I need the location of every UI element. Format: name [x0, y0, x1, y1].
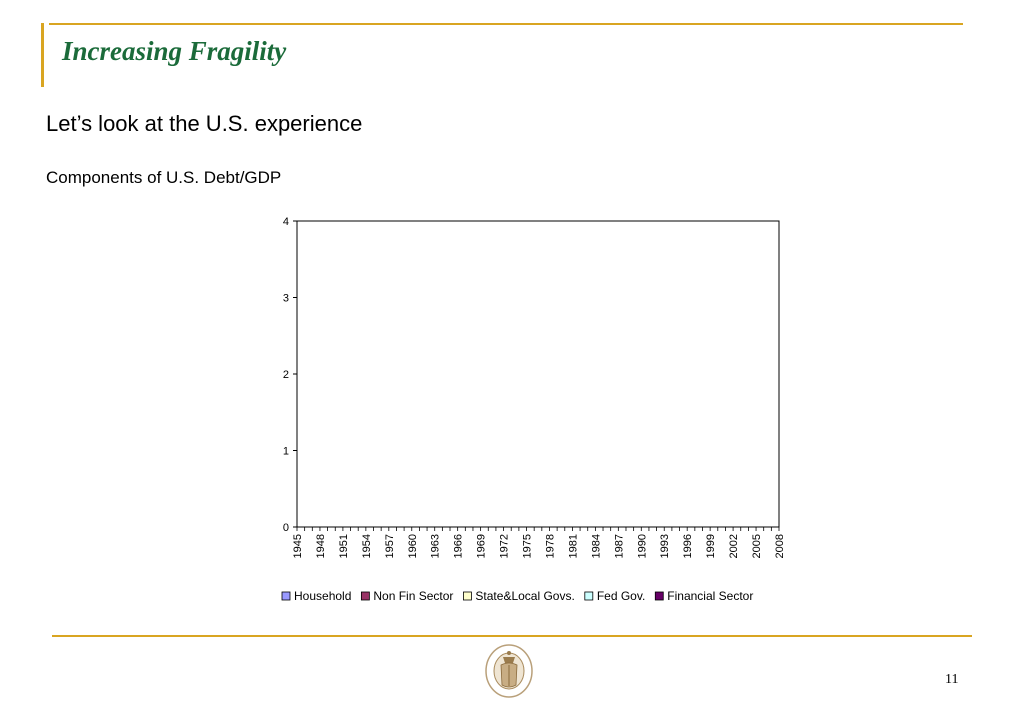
- x-tick-label: 1960: [407, 534, 419, 558]
- y-tick-label: 0: [283, 522, 289, 534]
- x-tick-label: 2005: [751, 534, 763, 558]
- x-tick-label: 2008: [774, 534, 786, 558]
- chart-axes: 0 1 2 3 4 1945 1948 1951 1954 1957 1960 1963 1966 196…: [283, 216, 786, 558]
- bottom-rule: [52, 635, 972, 637]
- slide-subtitle: Let’s look at the U.S. experience: [46, 111, 363, 136]
- x-tick-label: 1990: [636, 534, 648, 558]
- legend-label-state-local-govs: State&Local Govs.: [475, 589, 574, 603]
- legend-label-household: Household: [294, 589, 351, 603]
- x-tick-label: 1963: [430, 534, 442, 558]
- chart-legend: Household Non Fin Sector State&Local Govs.…: [281, 589, 753, 603]
- x-tick-label: 1972: [499, 534, 511, 558]
- plot-area-frame: [296, 220, 780, 528]
- x-tick-label: 1969: [476, 534, 488, 558]
- legend-label-non-fin-sector: Non Fin Sector: [373, 589, 453, 603]
- x-tick-label: 1951: [338, 534, 350, 558]
- y-tick-label: 3: [283, 293, 289, 305]
- x-tick-label: 1957: [384, 534, 396, 558]
- x-tick-label: 1993: [659, 534, 671, 558]
- x-tick-label: 1948: [315, 534, 327, 558]
- x-tick-label: 1954: [361, 534, 373, 558]
- page-number: 11: [945, 672, 959, 687]
- chart-title: Components of U.S. Debt/GDP: [46, 168, 282, 187]
- legend-label-financial-sector: Financial Sector: [667, 589, 753, 603]
- legend-label-fed-gov: Fed Gov.: [597, 589, 645, 603]
- x-tick-label: 2002: [728, 534, 740, 558]
- x-tick-label: 1987: [613, 534, 625, 558]
- legend-swatch-household: [281, 591, 291, 601]
- x-tick-label: 1966: [453, 534, 465, 558]
- x-tick-label: 1984: [590, 534, 602, 558]
- x-tick-label: 1981: [567, 534, 579, 558]
- legend-swatch-non-fin-sector: [360, 591, 370, 601]
- legend-swatch-fed-gov: [584, 591, 594, 601]
- x-tick-label: 1978: [545, 534, 557, 558]
- legend-swatch-financial-sector: [654, 591, 664, 601]
- legend-swatch-state-local-govs: [463, 591, 472, 601]
- x-tick-label: 1999: [705, 534, 717, 558]
- slide-title: Increasing Fragility: [62, 36, 287, 66]
- university-seal-logo: [485, 644, 533, 698]
- title-accent-bar: [41, 23, 44, 87]
- y-tick-label: 2: [283, 369, 289, 381]
- y-tick-label: 1: [283, 446, 289, 458]
- x-tick-label: 1996: [682, 534, 694, 558]
- top-rule: [49, 23, 963, 25]
- x-tick-label: 1945: [292, 534, 304, 558]
- y-tick-label: 4: [283, 216, 289, 228]
- stacked-area-chart: 0 1 2 3 4 1945 1948 1951 1954 1957 1960 1963 1966 196…: [281, 216, 786, 603]
- x-tick-label: 1975: [522, 534, 534, 558]
